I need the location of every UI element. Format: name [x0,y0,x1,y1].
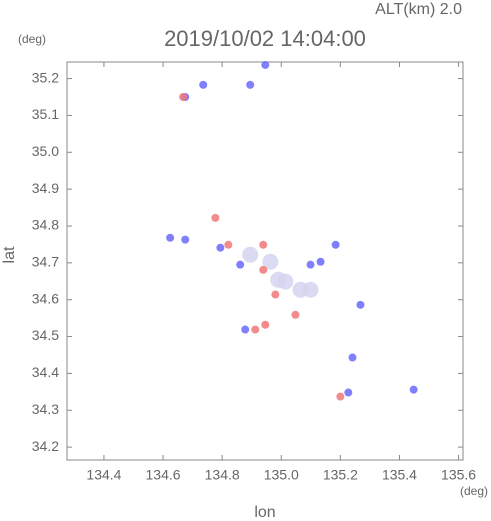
x-tick-label: 135.0 [264,467,299,483]
x-unit: (deg) [460,484,488,498]
y-tick-label: 35.1 [32,106,59,122]
y-tick-label: 34.8 [32,217,59,233]
echo-point [216,243,225,252]
x-tick-label: 135.4 [382,467,417,483]
echo-point [236,260,245,269]
x-tick-label: 135.6 [441,467,476,483]
echo-point [331,240,340,249]
echo-point [291,310,300,319]
echo-point [302,281,319,298]
echo-point [261,320,270,329]
y-tick-label: 34.3 [32,401,59,417]
x-tick-label: 135.2 [323,467,358,483]
echo-point [259,265,268,274]
x-tick-label: 134.4 [86,467,121,483]
x-axis-label: lon [254,504,275,521]
echo-point [224,240,233,249]
echo-point [270,271,287,288]
echo-point [199,80,208,89]
y-tick-label: 34.2 [32,438,59,454]
echo-point [181,235,190,244]
echo-point [246,80,255,89]
altitude-label: ALT(km) 2.0 [375,1,462,18]
echo-point [348,353,357,362]
echo-point [344,388,353,397]
echo-point [259,240,268,249]
echo-point [336,392,345,401]
y-tick-label: 34.5 [32,327,59,343]
y-tick-label: 34.7 [32,254,59,270]
echo-point [409,385,418,394]
y-tick-label: 34.4 [32,364,59,380]
x-tick-label: 134.8 [205,467,240,483]
y-axis-label: lat [1,246,18,263]
echo-point [242,246,259,263]
y-tick-label: 35.0 [32,143,59,159]
echo-point [262,253,279,270]
echo-point [306,260,315,269]
chart-title: 2019/10/02 14:04:00 [164,26,366,51]
echo-point [261,60,270,69]
echo-point [241,325,250,334]
echo-point [316,257,325,266]
echo-point [251,325,260,334]
echo-point [166,233,175,242]
y-tick-label: 35.2 [32,69,59,85]
echo-point [356,300,365,309]
x-tick-label: 134.6 [146,467,181,483]
y-tick-label: 34.9 [32,180,59,196]
echo-point [179,93,188,102]
y-unit: (deg) [18,32,46,46]
echo-point [271,290,280,299]
echo-point [211,213,220,222]
y-tick-label: 34.6 [32,290,59,306]
